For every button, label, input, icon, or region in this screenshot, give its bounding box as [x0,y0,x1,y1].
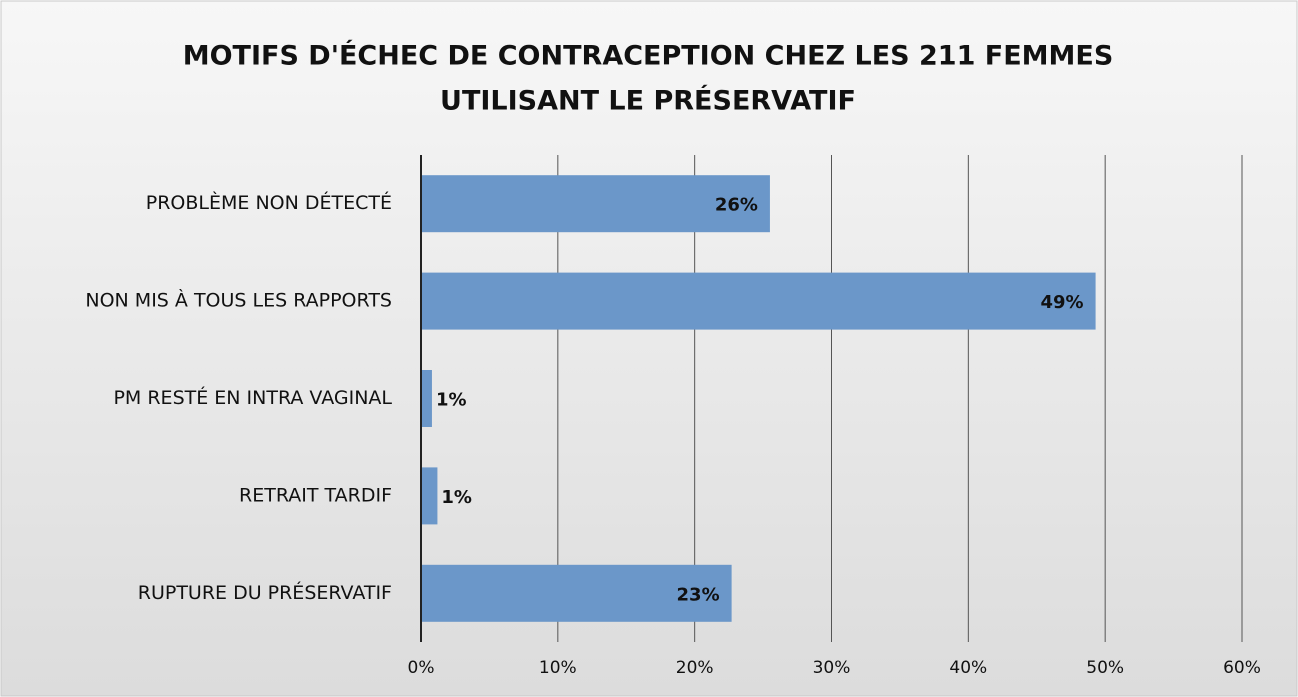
data-label: 1% [436,390,467,411]
chart-title: UTILISANT LE PRÉSERVATIF [440,85,856,117]
data-label: 49% [1040,292,1083,313]
bar [421,564,732,622]
bar [421,175,770,233]
chart-title: MOTIFS D'ÉCHEC DE CONTRACEPTION CHEZ LES… [183,40,1114,72]
x-tick-label: 30% [813,658,851,678]
data-label: 23% [677,584,720,605]
y-tick-label: RETRAIT TARDIF [239,484,392,506]
y-tick-label: RUPTURE DU PRÉSERVATIF [138,581,392,604]
x-tick-label: 10% [539,658,577,678]
data-label: 1% [441,487,472,508]
bar [421,467,438,525]
bar [421,370,432,427]
x-tick-label: 50% [1086,658,1124,678]
x-tick-label: 0% [408,658,435,678]
x-tick-label: 60% [1223,658,1261,678]
x-tick-label: 20% [676,658,714,678]
data-label: 26% [715,195,758,216]
y-tick-label: PROBLÈME NON DÉTECTÉ [146,191,392,214]
bar [421,272,1096,330]
x-tick-label: 40% [949,658,987,678]
y-tick-label: PM RESTÉ EN INTRA VAGINAL [113,386,392,409]
y-tick-label: NON MIS À TOUS LES RAPPORTS [85,289,392,312]
